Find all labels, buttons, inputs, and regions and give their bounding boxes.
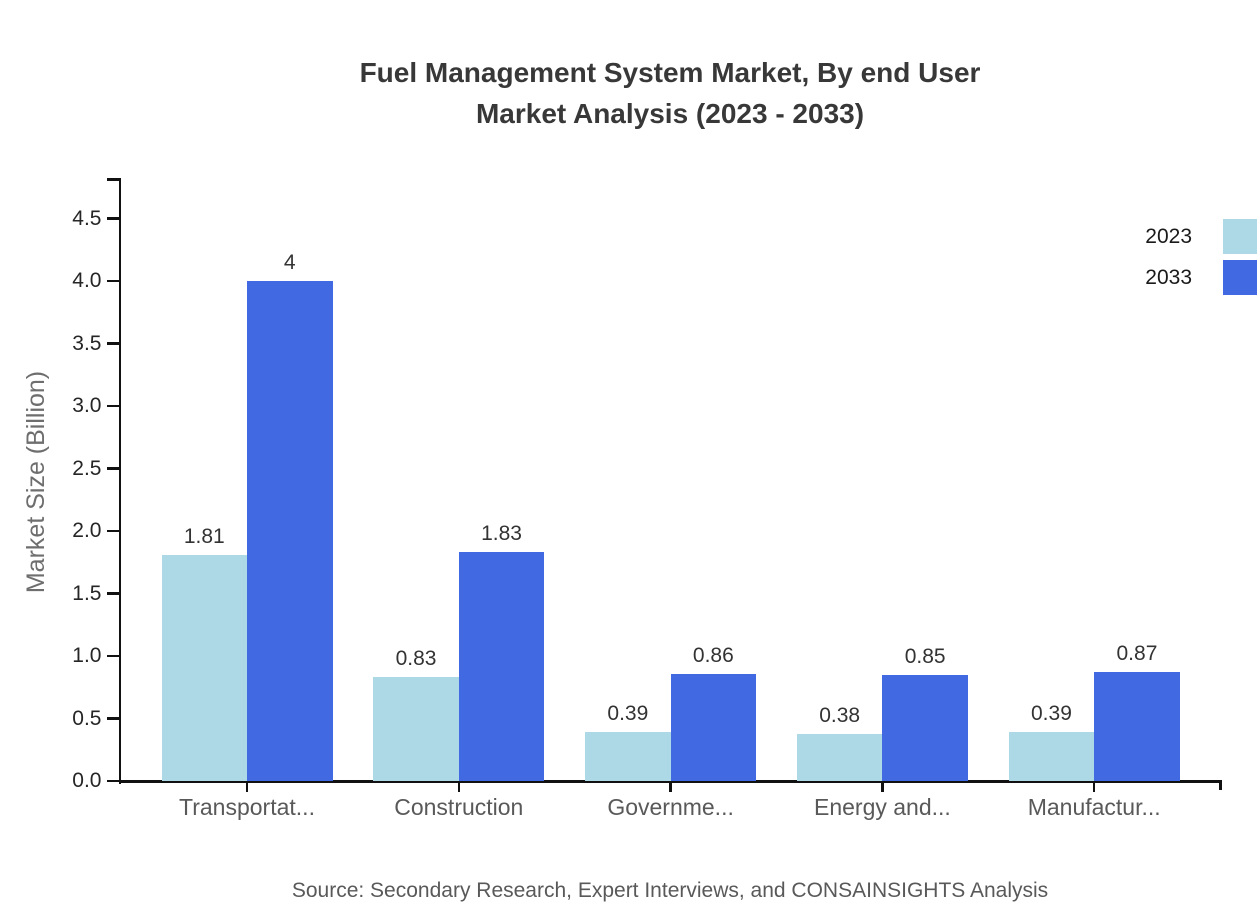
legend-swatch-2033 <box>1223 260 1257 295</box>
y-axis-endcap <box>106 178 120 181</box>
y-tick-label: 1.5 <box>72 581 102 605</box>
bar-2023-3 <box>585 732 671 781</box>
bar-2023-4 <box>796 733 883 781</box>
chart-title-line1: Fuel Management System Market, By end Us… <box>359 57 981 88</box>
legend-label: 2023 <box>1145 224 1192 248</box>
y-tick-label: 3.5 <box>72 331 102 355</box>
legend-item-2033: 2033 <box>1145 260 1257 295</box>
x-tick <box>1092 782 1096 792</box>
y-tick-label: 0.0 <box>72 769 102 792</box>
y-tick-label: 4.5 <box>72 206 102 230</box>
y-tick <box>106 654 120 658</box>
y-tick-label: 3.0 <box>72 394 102 417</box>
bar-value-label: 0.87 <box>1116 642 1158 666</box>
x-category-label: Energy and... <box>813 794 951 820</box>
x-category-label: Manufactur... <box>1027 794 1161 820</box>
bar-value-label: 0.86 <box>692 643 734 667</box>
x-tick <box>669 782 672 792</box>
y-tick <box>106 717 120 720</box>
bar-2033-2 <box>458 552 545 781</box>
bar-2033-5 <box>1094 672 1180 781</box>
x-tick <box>245 782 249 792</box>
y-tick <box>106 217 120 220</box>
bar-value-label: 4 <box>283 251 296 274</box>
chart-title: Fuel Management System Market, By end Us… <box>80 52 1260 134</box>
y-tick-label: 2.5 <box>72 456 102 480</box>
legend: 2023 2033 <box>1145 219 1257 295</box>
legend-swatch-2023 <box>1223 219 1257 254</box>
source-attribution: Source: Secondary Research, Expert Inter… <box>291 879 1049 902</box>
bar-value-label: 0.83 <box>395 647 437 671</box>
legend-item-2023: 2023 <box>1145 219 1257 254</box>
bar-value-label: 0.39 <box>1031 702 1072 726</box>
x-category-label: Construction <box>394 794 524 820</box>
y-tick-label: 2.0 <box>72 519 102 542</box>
bar-value-label: 1.83 <box>481 522 522 546</box>
bar-2023-5 <box>1008 732 1095 781</box>
y-tick <box>106 279 120 283</box>
y-tick-label: 1.0 <box>72 644 102 667</box>
bar-2023-2 <box>373 677 459 781</box>
bar-2033-4 <box>882 674 968 781</box>
y-tick <box>106 467 120 470</box>
x-axis-endcap <box>1219 780 1222 790</box>
y-tick-label: 0.5 <box>72 706 102 730</box>
y-tick <box>106 779 120 783</box>
y-tick <box>106 529 120 533</box>
bar-2033-1 <box>247 281 333 781</box>
y-tick-label: 4.0 <box>72 269 102 292</box>
x-category-label: Governme... <box>607 794 734 820</box>
legend-label: 2033 <box>1145 265 1192 289</box>
chart-title-line2: Market Analysis (2023 - 2033) <box>475 98 865 129</box>
bar-value-label: 0.39 <box>607 702 649 726</box>
y-tick <box>106 592 120 595</box>
x-tick <box>881 782 884 792</box>
x-axis-spine <box>118 780 1222 783</box>
x-tick <box>457 782 461 792</box>
bar-2023-1 <box>161 554 247 781</box>
y-axis-spine <box>118 178 121 784</box>
y-tick <box>106 342 120 345</box>
x-category-label: Transportat... <box>179 794 315 820</box>
bar-2033-3 <box>670 673 757 781</box>
bar-value-label: 1.81 <box>183 524 225 548</box>
bar-value-label: 0.85 <box>904 644 946 668</box>
bar-value-label: 0.38 <box>819 703 861 727</box>
y-tick <box>106 404 120 408</box>
